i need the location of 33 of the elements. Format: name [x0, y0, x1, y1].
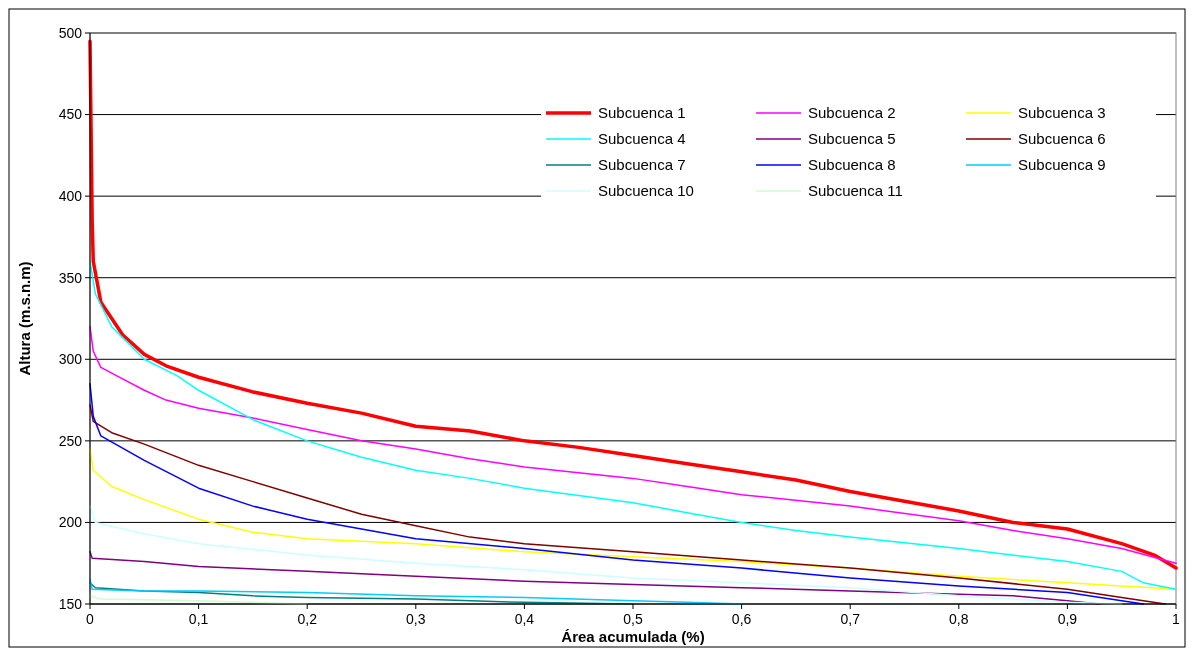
legend-label: Subcuenca 8	[808, 156, 896, 174]
x-tick-label: 0,3	[406, 611, 426, 627]
x-tick-label: 0,8	[949, 611, 969, 627]
x-tick-label: 0,2	[297, 611, 318, 627]
x-tick-label: 0,1	[188, 611, 209, 627]
y-tick-label: 300	[58, 351, 83, 368]
legend-label: Subcuenca 2	[808, 104, 896, 122]
x-tick-label: 1	[1172, 611, 1181, 627]
x-tick-label: 0,9	[1057, 611, 1078, 627]
x-tick-label: 0,4	[514, 611, 535, 627]
x-tick-label: 0,6	[731, 611, 752, 627]
legend-label: Subcuenca 1	[598, 104, 686, 122]
legend-label: Subcuenca 9	[1018, 156, 1106, 174]
legend-label: Subcuenca 7	[598, 156, 686, 174]
x-axis-title: Área acumulada (%)	[561, 628, 705, 645]
legend-label: Subcuenca 3	[1018, 104, 1106, 122]
y-tick-label: 250	[58, 432, 83, 449]
legend-label: Subcuenca 5	[808, 130, 896, 148]
y-tick-label: 450	[58, 106, 83, 123]
y-tick-label: 150	[58, 595, 83, 612]
legend-label: Subcuenca 11	[808, 182, 903, 200]
x-tick-label: 0,5	[623, 611, 643, 627]
legend-label: Subcuenca 4	[598, 130, 686, 148]
y-tick-label: 200	[58, 514, 83, 531]
y-tick-label: 350	[58, 269, 83, 286]
line-series	[88, 39, 1178, 570]
y-tick-label: 500	[58, 24, 83, 41]
y-tick-label: 400	[58, 188, 83, 205]
legend-label: Subcuenca 10	[598, 182, 694, 200]
y-axis-title: Altura (m.s.n.m)	[16, 261, 33, 376]
x-tick-label: 0,7	[840, 611, 861, 627]
legend-label: Subcuenca 6	[1018, 130, 1106, 148]
x-tick-label: 0	[86, 611, 95, 627]
